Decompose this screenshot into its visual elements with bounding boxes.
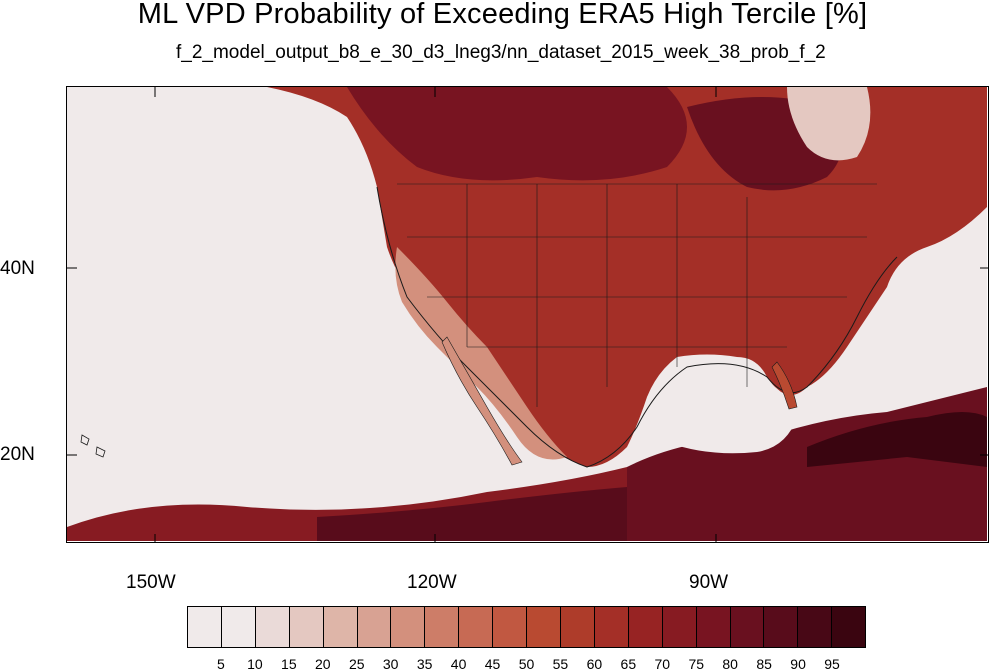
colorbar-tick-label: 95 — [824, 656, 840, 672]
colorbar-box — [188, 607, 222, 647]
colorbar-tick-label: 85 — [756, 656, 772, 672]
colorbar-tick-label: 60 — [586, 656, 603, 672]
colorbar-box — [696, 607, 731, 647]
caribbean-dark — [807, 412, 987, 467]
coastline — [376, 186, 898, 468]
colorbar-box — [357, 607, 392, 647]
colorbar-box — [662, 607, 697, 647]
colorbar-tick-label: 50 — [518, 656, 535, 672]
colorbar-tick-label: 40 — [450, 656, 467, 672]
colorbar-tick-label: 20 — [315, 656, 331, 672]
colorbar-box — [527, 607, 561, 647]
colorbar-box — [221, 607, 256, 647]
lon-label-150w: 150W — [126, 572, 176, 593]
colorbar-box — [391, 607, 426, 647]
colorbar-box — [628, 607, 663, 647]
tropical-band-deep — [317, 487, 627, 541]
colorbar-tick-label: 15 — [281, 656, 297, 672]
lat-label-20n: 20N — [0, 444, 35, 465]
baja-california — [441, 336, 523, 466]
colorbar-tick-label: 35 — [416, 656, 433, 672]
colorbar-box — [323, 607, 358, 647]
gulf-of-mexico — [647, 371, 797, 454]
colorbar-tick-label: 90 — [790, 656, 806, 672]
land-canada-dark — [347, 87, 687, 181]
land-southwest — [395, 247, 567, 460]
florida — [771, 361, 798, 410]
colorbar-box — [764, 607, 799, 647]
state-borders — [397, 183, 877, 407]
colorbar-box — [730, 607, 765, 647]
colorbar-box — [594, 607, 629, 647]
colorbar-tick-label: 55 — [552, 656, 569, 672]
colorbar-box — [493, 607, 528, 647]
colorbar-box — [459, 607, 494, 647]
chart-subtitle: f_2_model_output_b8_e_30_d3_lneg3/nn_dat… — [176, 42, 826, 63]
atlantic-light — [887, 267, 987, 387]
lat-label-40n: 40N — [0, 258, 35, 279]
hudson-bay — [787, 87, 871, 161]
colorbar-box — [832, 607, 866, 647]
chart-title: ML VPD Probability of Exceeding ERA5 Hig… — [137, 0, 868, 30]
map-panel — [66, 86, 989, 543]
map-ticks — [67, 87, 988, 542]
colorbar-tick-label: 10 — [247, 656, 263, 672]
map-canvas — [67, 87, 987, 541]
colorbar-tick-label: 75 — [688, 656, 705, 672]
colorbar-tick-label: 25 — [348, 656, 365, 672]
colorbar-box — [798, 607, 833, 647]
colorbar-tick-label: 80 — [722, 656, 738, 672]
colorbar-tick-label: 65 — [620, 656, 637, 672]
colorbar-tick-label: 70 — [654, 656, 671, 672]
colorbar-box — [255, 607, 290, 647]
colorbar-box — [289, 607, 324, 647]
lon-label-120w: 120W — [407, 572, 457, 593]
colorbar-box — [425, 607, 460, 647]
lon-label-90w: 90W — [689, 572, 729, 593]
colorbar-box — [560, 607, 595, 647]
colorbar — [187, 606, 866, 648]
colorbar-tick-label: 30 — [382, 656, 399, 672]
colorbar-tick-label: 45 — [484, 656, 501, 672]
hawaii-islands — [80, 434, 106, 458]
colorbar-tick-label: 5 — [217, 656, 225, 672]
